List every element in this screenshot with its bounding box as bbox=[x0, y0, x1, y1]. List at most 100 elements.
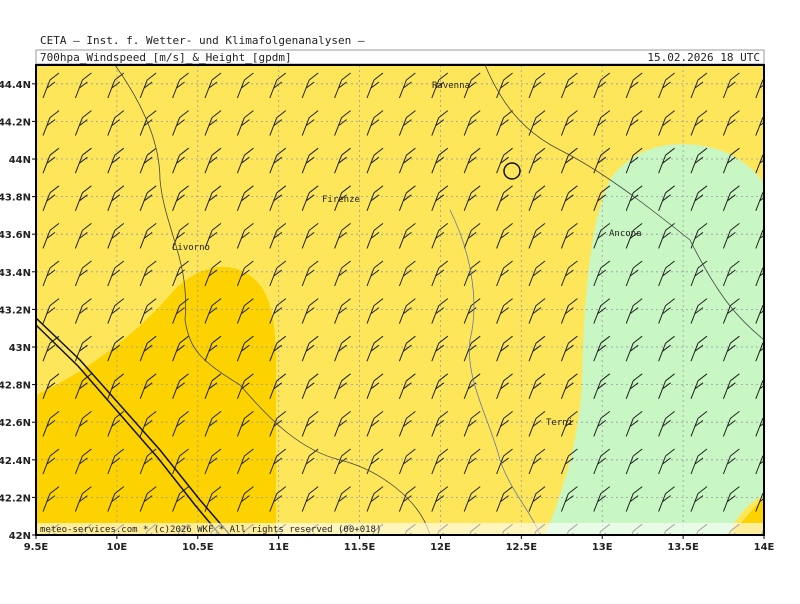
wind-barb bbox=[722, 448, 740, 475]
river bbox=[449, 209, 541, 535]
wind-barb bbox=[334, 223, 351, 249]
wind-barb bbox=[269, 72, 287, 99]
wind-barb bbox=[496, 298, 513, 324]
wind-barb bbox=[236, 335, 254, 362]
wind-barb bbox=[107, 223, 125, 249]
lon-label: 9.5E bbox=[24, 542, 49, 553]
wind-barb bbox=[366, 298, 384, 324]
wind-barb bbox=[74, 335, 92, 362]
lat-label: 44.2N bbox=[0, 117, 31, 128]
lon-label: 11.5E bbox=[344, 542, 376, 553]
wind-barb bbox=[625, 335, 643, 362]
city-label: Livorno bbox=[172, 243, 210, 253]
wind-barb bbox=[107, 147, 125, 174]
wind-barb bbox=[658, 486, 675, 512]
wind-barb bbox=[334, 298, 351, 324]
wind-barb bbox=[42, 335, 60, 362]
wind-barb bbox=[204, 147, 222, 174]
wind-barb bbox=[463, 448, 481, 475]
wind-barb bbox=[42, 147, 60, 174]
lat-label: 42.4N bbox=[0, 456, 31, 467]
wind-barb bbox=[366, 72, 384, 99]
wind-barb bbox=[528, 72, 546, 99]
wind-barb bbox=[172, 298, 189, 324]
city-label: Ravenna bbox=[432, 81, 470, 91]
wind-barb bbox=[463, 373, 481, 399]
wind-barb bbox=[431, 335, 449, 362]
wind-barb bbox=[366, 448, 384, 475]
wind-barb bbox=[560, 147, 578, 174]
wind-barb bbox=[528, 335, 546, 362]
wind-barb bbox=[496, 72, 513, 99]
wind-barb bbox=[496, 373, 513, 399]
wind-barb bbox=[528, 185, 546, 211]
wind-barb bbox=[204, 110, 222, 136]
city-label: Ancona bbox=[609, 229, 642, 239]
wind-barb bbox=[560, 185, 578, 211]
wind-barb bbox=[269, 260, 287, 287]
wind-barb bbox=[528, 411, 546, 437]
wind-barb bbox=[722, 373, 740, 399]
wind-barb bbox=[366, 110, 384, 136]
wind-band-gold bbox=[36, 266, 276, 535]
wind-barb bbox=[658, 298, 675, 324]
wind-barb bbox=[204, 260, 222, 287]
wind-barb bbox=[593, 260, 611, 287]
wind-barb bbox=[593, 298, 611, 324]
wind-barb bbox=[690, 411, 708, 437]
wind-barb bbox=[42, 185, 60, 211]
wind-barb bbox=[496, 411, 513, 437]
wind-barb bbox=[269, 185, 287, 211]
wind-barb bbox=[236, 72, 254, 99]
wind-barb bbox=[722, 223, 740, 249]
wind-barb bbox=[593, 223, 611, 249]
wind-barb bbox=[690, 72, 708, 99]
wind-barb bbox=[398, 298, 416, 324]
wind-barb bbox=[593, 72, 611, 99]
wind-barb bbox=[431, 486, 449, 512]
wind-barb bbox=[658, 373, 675, 399]
wind-barb bbox=[560, 260, 578, 287]
wind-barb bbox=[722, 335, 740, 362]
wind-barb bbox=[139, 260, 157, 287]
wind-barb bbox=[398, 185, 416, 211]
valid-time: 15.02.2026 18 UTC bbox=[647, 51, 760, 64]
wind-barb bbox=[42, 223, 60, 249]
wind-barb bbox=[593, 335, 611, 362]
wind-barb bbox=[398, 448, 416, 475]
wind-barb bbox=[496, 147, 513, 174]
product: 700hpa_Windspeed_[m/s]_&_Height_[gpdm] bbox=[40, 51, 292, 64]
wind-barb bbox=[722, 486, 740, 512]
grid bbox=[36, 65, 764, 535]
lat-label: 42.8N bbox=[0, 381, 31, 392]
wind-barb bbox=[463, 110, 481, 136]
wind-barb bbox=[560, 110, 578, 136]
wind-barb bbox=[722, 72, 740, 99]
wind-barb bbox=[658, 260, 675, 287]
lat-label: 43.2N bbox=[0, 305, 31, 316]
wind-barb bbox=[366, 411, 384, 437]
wind-barb bbox=[172, 72, 189, 99]
wind-barb bbox=[42, 373, 60, 399]
wind-barb bbox=[366, 335, 384, 362]
wind-barb bbox=[690, 335, 708, 362]
wind-barb bbox=[74, 411, 92, 437]
wind-barb bbox=[625, 448, 643, 475]
wind-barb bbox=[334, 110, 351, 136]
wind-barb bbox=[722, 411, 740, 437]
wind-barb bbox=[236, 223, 254, 249]
wind-barb bbox=[658, 223, 675, 249]
wind-barb bbox=[204, 72, 222, 99]
wind-barb bbox=[139, 373, 157, 399]
wind-barb bbox=[560, 298, 578, 324]
wind-barb bbox=[269, 411, 287, 437]
wind-barb bbox=[269, 223, 287, 249]
wind-barb bbox=[722, 147, 740, 174]
lon-label: 13.5E bbox=[667, 542, 699, 553]
wind-barb bbox=[301, 373, 319, 399]
wind-barb bbox=[366, 260, 384, 287]
wind-barb bbox=[690, 373, 708, 399]
wind-barb bbox=[74, 72, 92, 99]
wind-barb bbox=[334, 260, 351, 287]
